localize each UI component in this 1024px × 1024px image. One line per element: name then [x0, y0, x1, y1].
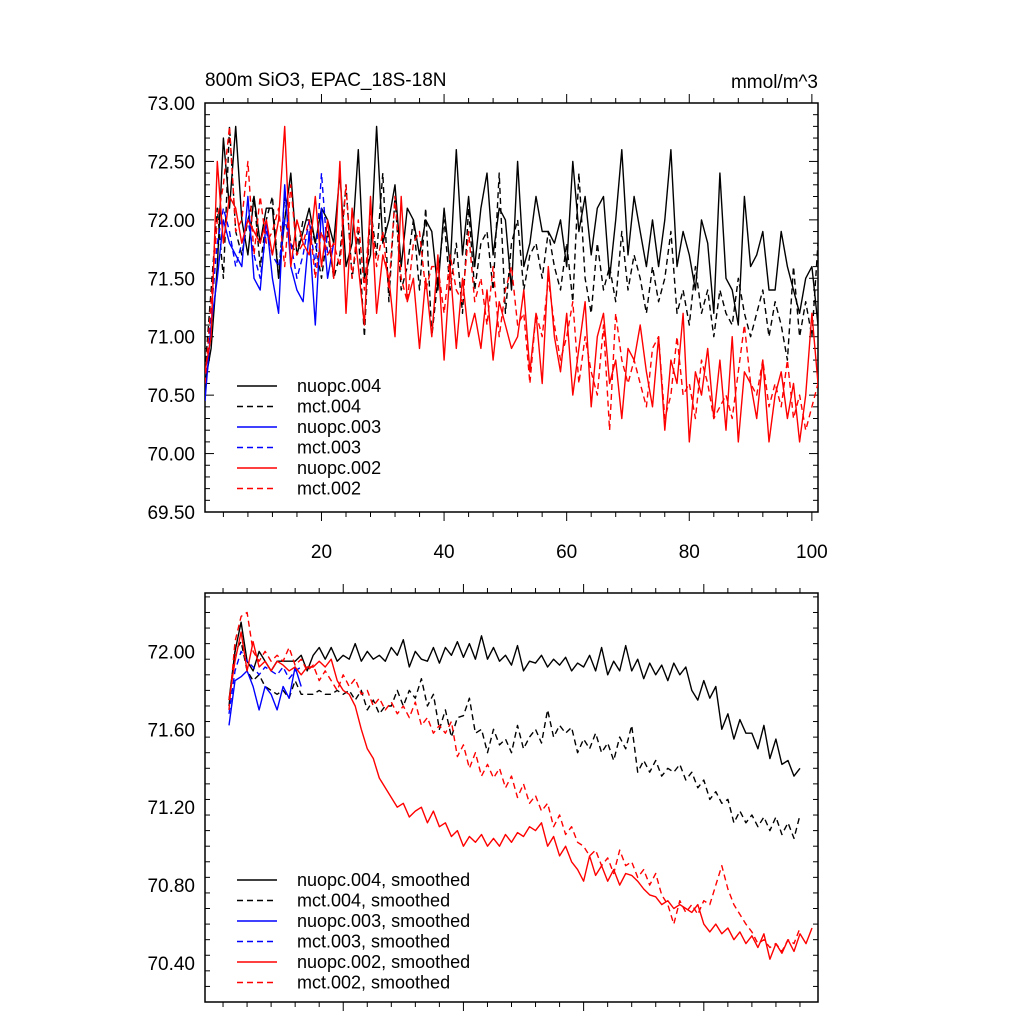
- legend-label: mct.003, smoothed: [297, 932, 450, 952]
- legend-label: mct.004, smoothed: [297, 891, 450, 911]
- y-tick-label: 71.20: [147, 798, 195, 819]
- legend-label: nuopc.002, smoothed: [297, 952, 470, 972]
- series-line-mct-003: [205, 172, 335, 384]
- y-tick-label: 72.00: [147, 211, 195, 232]
- x-tick-label: 100: [796, 542, 828, 563]
- series-line-mct-004: [205, 125, 818, 372]
- x-tick-label: 60: [556, 542, 577, 563]
- series-line-nuopc-002-smoothed: [228, 631, 813, 960]
- bottom-panel: 70.40 70.80 71.20 71.60 72.00 nuopc.004, smoo…: [147, 584, 819, 1011]
- units-label: mmol/m^3: [731, 72, 818, 93]
- x-tick-label: 40: [433, 542, 454, 563]
- series-line-nuopc-004-smoothed: [228, 621, 801, 777]
- legend-label: mct.002, smoothed: [297, 973, 450, 993]
- legend-label: mct.002: [297, 479, 361, 499]
- y-tick-label: 72.50: [147, 152, 195, 173]
- y-tick-label: 70.80: [147, 876, 195, 897]
- series-line-mct-003-smoothed: [228, 650, 302, 714]
- series-line-nuopc-003-smoothed: [228, 666, 302, 726]
- legend-label: nuopc.004: [297, 376, 381, 396]
- y-tick-label: 70.50: [147, 386, 195, 407]
- legend-label: nuopc.002: [297, 458, 381, 478]
- legend-label: nuopc.003: [297, 417, 381, 437]
- y-tick-label: 71.50: [147, 269, 195, 290]
- legend-label: mct.003: [297, 438, 361, 458]
- y-tick-label: 70.40: [147, 954, 195, 975]
- y-tick-label: 71.60: [147, 720, 195, 741]
- series-line-nuopc-004: [205, 125, 818, 384]
- top-panel: 800m SiO3, EPAC_18S-18N mmol/m^3 69.50 70…: [147, 70, 827, 563]
- legend-label: mct.004: [297, 397, 361, 417]
- series-line-nuopc-003: [205, 184, 335, 402]
- series-line-nuopc-002: [205, 125, 818, 443]
- series-line-mct-004-smoothed: [228, 641, 801, 840]
- x-tick-label: 80: [679, 542, 700, 563]
- y-tick-label: 70.00: [147, 445, 195, 466]
- series-line-mct-002-smoothed: [228, 611, 801, 953]
- chart-title: 800m SiO3, EPAC_18S-18N: [205, 70, 447, 91]
- x-tick-label: 20: [311, 542, 332, 563]
- y-tick-label: 72.00: [147, 642, 195, 663]
- legend-label: nuopc.004, smoothed: [297, 870, 470, 890]
- legend-label: nuopc.003, smoothed: [297, 911, 470, 931]
- y-tick-label: 69.50: [147, 503, 195, 524]
- y-tick-label: 71.00: [147, 328, 195, 349]
- series-line-mct-002: [205, 125, 818, 431]
- y-tick-label: 73.00: [147, 94, 195, 115]
- plot-frame: [204, 102, 819, 513]
